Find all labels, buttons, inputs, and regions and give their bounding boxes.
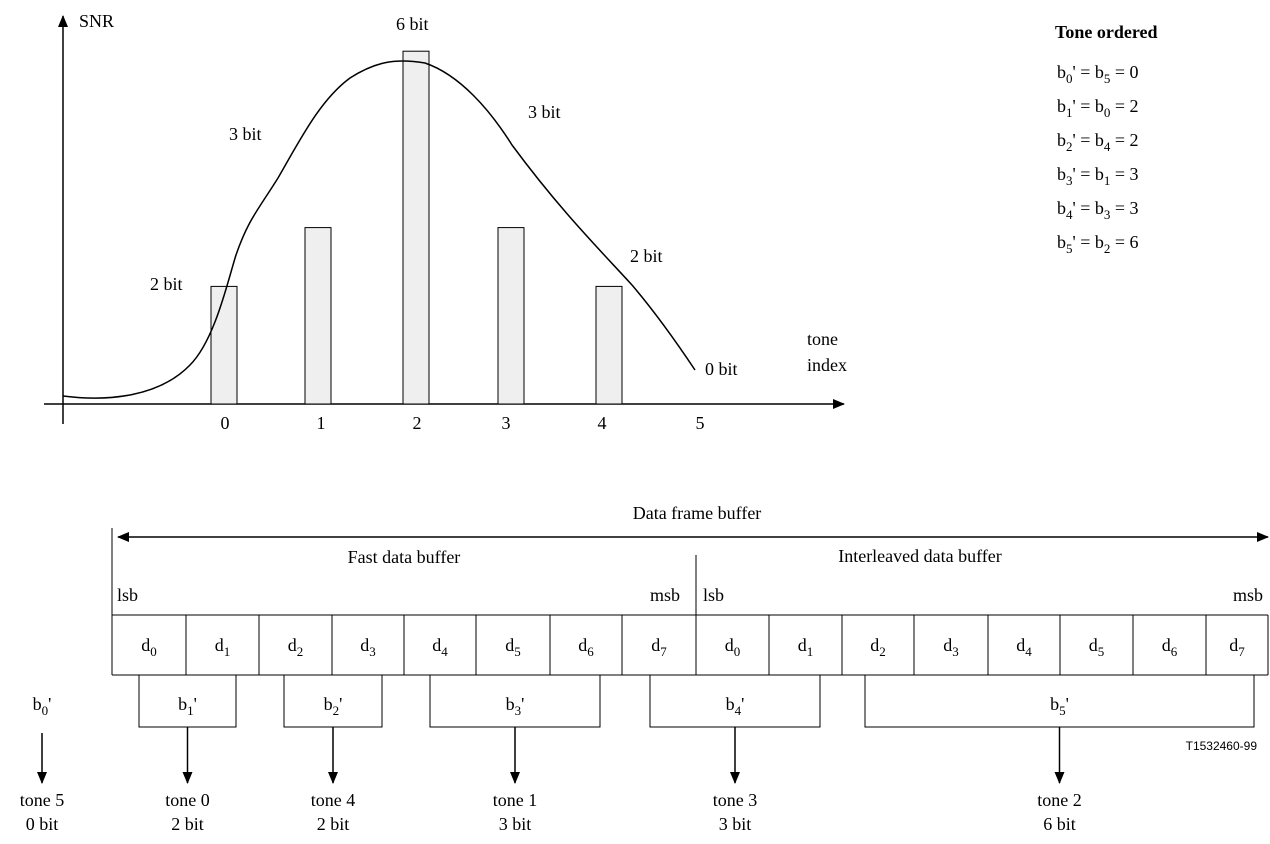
interleaved-lsb-label: lsb bbox=[703, 585, 724, 605]
buffer-cell-label: d7 bbox=[1229, 635, 1245, 659]
buffer-cell-label: d1 bbox=[215, 635, 231, 659]
group-tone-label: tone 5 bbox=[20, 790, 65, 810]
group-tone-label: tone 2 bbox=[1037, 790, 1082, 810]
figure-code: T1532460-99 bbox=[1186, 739, 1258, 753]
tone-ordered-row: b0' = b5 = 0 bbox=[1057, 62, 1139, 86]
fast-data-buffer-label: Fast data buffer bbox=[348, 547, 461, 567]
x-tick-labels: 0 1 2 3 4 5 bbox=[221, 413, 705, 433]
buffer-cell-label: d0 bbox=[141, 635, 157, 659]
x-axis-label: tone bbox=[807, 329, 838, 349]
tone-ordered-row: b1' = b0 = 2 bbox=[1057, 96, 1139, 120]
bit-label-tone3: 3 bit bbox=[528, 102, 561, 122]
group-b-label: b2' bbox=[324, 694, 343, 718]
buffer-cell-label: d5 bbox=[1089, 635, 1105, 659]
buffer-cells: d0 d1 d2 d3 d4 d5 d6 d7 d0 d1 d2 d3 d4 d5 d6 d7 bbox=[111, 614, 1269, 676]
x-tick-label: 3 bbox=[502, 413, 511, 433]
group-tone-label: tone 1 bbox=[493, 790, 538, 810]
bit-label-tone4: 2 bit bbox=[630, 246, 663, 266]
x-tick-label: 2 bbox=[413, 413, 422, 433]
bit-bar bbox=[210, 285, 238, 405]
bit-bar bbox=[595, 285, 623, 405]
group-b-label: b4' bbox=[726, 694, 745, 718]
x-axis-label-2: index bbox=[807, 355, 847, 375]
buffer-cell-label: d5 bbox=[505, 635, 521, 659]
interleaved-msb-label: msb bbox=[1233, 585, 1263, 605]
buffer-cell-label: d3 bbox=[943, 635, 959, 659]
bit-label-tone5: 0 bit bbox=[705, 359, 738, 379]
group-tone-label: tone 0 bbox=[165, 790, 210, 810]
group-bracket bbox=[283, 675, 383, 728]
buffer-cell-label: d2 bbox=[870, 635, 886, 659]
fast-lsb-label: lsb bbox=[117, 585, 138, 605]
data-frame-buffer: Data frame buffer Fast data buffer Inter… bbox=[111, 503, 1269, 676]
bit-bar bbox=[304, 227, 332, 405]
buffer-cell-label: d7 bbox=[651, 635, 667, 659]
buffer-cell-label: d2 bbox=[288, 635, 304, 659]
bit-label-tone1: 3 bit bbox=[229, 124, 262, 144]
tone-ordered-row: b5' = b2 = 6 bbox=[1057, 232, 1139, 256]
buffer-cell-label: d0 bbox=[725, 635, 741, 659]
fast-msb-label: msb bbox=[650, 585, 680, 605]
group-bits-label: 6 bit bbox=[1043, 814, 1076, 834]
buffer-cell-label: d4 bbox=[1016, 635, 1032, 659]
tone-ordered-row: b2' = b4 = 2 bbox=[1057, 130, 1139, 154]
group-bits-label: 3 bit bbox=[719, 814, 752, 834]
x-tick-label: 5 bbox=[696, 413, 705, 433]
tone-groups: b0' tone 5 0 bit b1' tone 0 2 bit b2' tone 4 2 b… bbox=[20, 675, 1255, 834]
buffer-cell-label: d1 bbox=[798, 635, 814, 659]
group-b-label: b5' bbox=[1050, 694, 1069, 718]
interleaved-data-buffer-label: Interleaved data buffer bbox=[838, 546, 1002, 566]
group-bracket bbox=[649, 675, 821, 728]
bit-bar bbox=[497, 227, 525, 405]
group-bits-label: 2 bit bbox=[171, 814, 204, 834]
group-tone-label: tone 4 bbox=[311, 790, 356, 810]
group-tone-label: tone 3 bbox=[713, 790, 758, 810]
group-bits-label: 3 bit bbox=[499, 814, 532, 834]
group-b-label: b0' bbox=[33, 694, 52, 718]
snr-curve bbox=[62, 60, 696, 399]
tone-ordered-list: Tone ordered b0' = b5 = 0 b1' = b0 = 2 b2'… bbox=[1055, 22, 1158, 256]
buffer-cell-label: d6 bbox=[1162, 635, 1178, 659]
buffer-cell-label: d6 bbox=[578, 635, 594, 659]
bit-bars bbox=[210, 50, 623, 405]
group-b-label: b3' bbox=[506, 694, 525, 718]
snr-chart: SNR tone index 0 1 2 3 4 5 2 bit 3 bit 6… bbox=[44, 11, 847, 433]
group-bracket bbox=[429, 675, 601, 728]
tone-ordered-row: b3' = b1 = 3 bbox=[1057, 164, 1139, 188]
x-tick-label: 1 bbox=[317, 413, 326, 433]
x-tick-label: 0 bbox=[221, 413, 230, 433]
group-bracket bbox=[864, 675, 1255, 728]
bit-label-tone0: 2 bit bbox=[150, 274, 183, 294]
data-frame-buffer-label: Data frame buffer bbox=[633, 503, 762, 523]
group-bits-label: 0 bit bbox=[26, 814, 59, 834]
bit-bar bbox=[402, 50, 430, 405]
buffer-cell-label: d3 bbox=[360, 635, 376, 659]
bit-label-tone2: 6 bit bbox=[396, 14, 429, 34]
group-bracket bbox=[138, 675, 237, 728]
group-bits-label: 2 bit bbox=[317, 814, 350, 834]
x-tick-label: 4 bbox=[598, 413, 607, 433]
y-axis-label: SNR bbox=[79, 11, 114, 31]
tone-ordered-title: Tone ordered bbox=[1055, 22, 1158, 42]
group-b-label: b1' bbox=[178, 694, 197, 718]
buffer-cell-label: d4 bbox=[432, 635, 448, 659]
tone-ordered-row: b4' = b3 = 3 bbox=[1057, 198, 1139, 222]
